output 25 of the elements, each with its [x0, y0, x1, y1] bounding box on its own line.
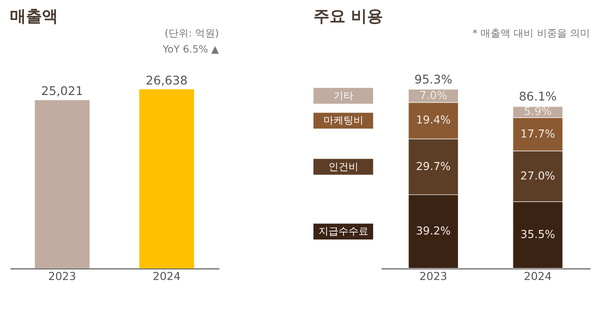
- data-label: 27.0%: [520, 169, 556, 182]
- data-label: 29.7%: [416, 160, 451, 173]
- data-label: 39.2%: [416, 224, 451, 238]
- text: * 매출액 대비 비중을 의미: [472, 28, 590, 40]
- x-tick-label: 2023: [48, 270, 76, 283]
- total-label: 86.1%: [518, 90, 557, 104]
- text: 지급수수료: [318, 226, 368, 238]
- x-tick-label: 2024: [152, 270, 181, 283]
- text: 기타: [333, 90, 354, 102]
- data-label: 19.4%: [416, 114, 451, 127]
- x-tick-label: 2023: [419, 270, 448, 283]
- text: YoY 6.5% ▲: [162, 44, 220, 56]
- chart-title: 매출액: [10, 6, 58, 26]
- data-label: 7.0%: [419, 88, 448, 102]
- data-label: 25,021: [41, 84, 84, 98]
- text: (단위: 억원): [164, 28, 220, 40]
- data-label: 17.7%: [520, 127, 556, 140]
- text: 마케팅비: [323, 116, 364, 127]
- data-label: 26,638: [146, 73, 188, 88]
- text: 인건비: [328, 162, 358, 173]
- data-label: 35.5%: [520, 228, 556, 241]
- x-tick-label: 2024: [524, 270, 552, 283]
- total-label: 95.3%: [414, 72, 452, 86]
- chart-title: 주요 비용: [313, 6, 383, 26]
- data-label: 5.9%: [524, 105, 552, 118]
